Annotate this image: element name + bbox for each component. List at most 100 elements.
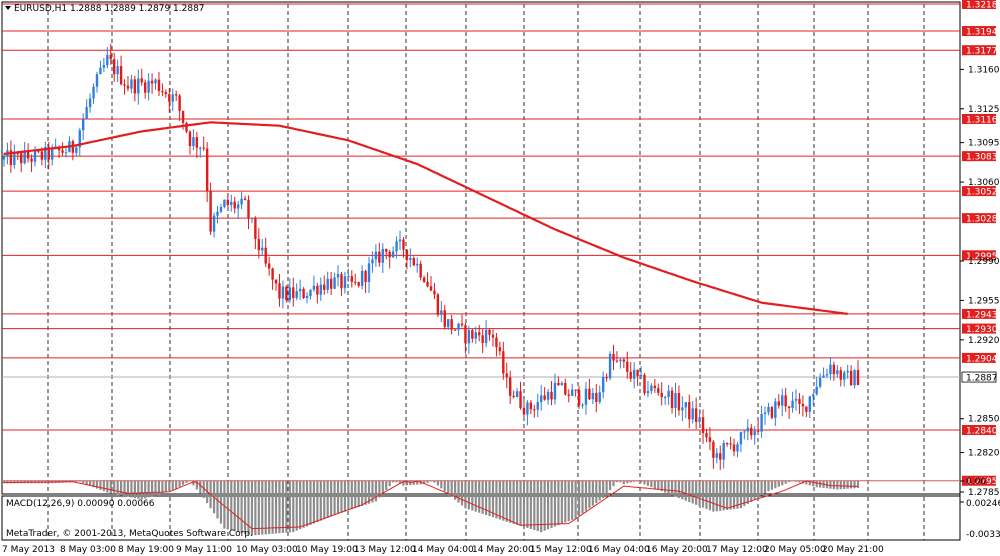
candle-body <box>750 427 753 436</box>
candle-body <box>205 148 209 192</box>
candle-body <box>801 403 805 407</box>
candle-body <box>429 286 433 291</box>
level-tag-label: 1.3028 <box>966 215 998 225</box>
x-tick-label: 8 May 19:00 <box>118 545 174 555</box>
macd-bar <box>181 481 185 485</box>
macd-bar <box>491 481 495 518</box>
macd-bar <box>650 481 653 488</box>
candle-body <box>526 402 529 415</box>
candle-body <box>26 151 30 159</box>
macd-bar <box>815 481 818 488</box>
macd-bar <box>829 481 832 489</box>
candle-body <box>774 401 777 418</box>
macd-bar <box>237 481 240 533</box>
candle-body <box>181 110 185 123</box>
macd-bar <box>602 481 605 499</box>
macd-bar <box>305 481 309 527</box>
candle-body <box>653 385 657 389</box>
macd-bar <box>529 481 532 529</box>
candle-body <box>140 78 143 83</box>
candle-body <box>760 414 763 432</box>
candle-body <box>416 263 419 266</box>
candle-body <box>581 404 584 406</box>
macd-histogram <box>2 480 960 536</box>
candle-body <box>78 130 81 148</box>
macd-label: MACD(12,26,9) 0.00090 0.00066 <box>6 499 155 509</box>
candle-body <box>381 248 384 263</box>
macd-bar <box>839 481 842 490</box>
x-tick-label: 8 May 03:00 <box>60 545 116 555</box>
macd-bar <box>261 481 264 535</box>
candle-body <box>374 251 378 260</box>
candle-body <box>195 137 199 148</box>
level-tag <box>962 308 996 319</box>
level-tag-label: 1.2904 <box>966 354 998 364</box>
macd-bar <box>467 481 470 510</box>
candle-body <box>40 151 44 160</box>
candle-body <box>354 281 357 283</box>
macd-bar <box>144 481 147 499</box>
candle-body <box>92 86 95 99</box>
macd-bar <box>113 481 116 494</box>
macd-bar <box>808 481 811 486</box>
x-tick-label: 15 May 12:00 <box>530 545 592 555</box>
candle-body <box>16 152 19 154</box>
candle-body <box>746 427 750 432</box>
candle-body <box>636 369 639 377</box>
candle-body <box>849 370 853 386</box>
macd-bar <box>219 481 223 524</box>
candle-body <box>367 263 371 283</box>
macd-bar <box>588 481 591 509</box>
level-tag <box>962 45 996 56</box>
candle-body <box>453 329 457 331</box>
macd-bar <box>350 481 353 510</box>
candle-body <box>9 150 13 165</box>
macd-bar <box>636 481 639 482</box>
candle-body <box>836 370 839 375</box>
candle-body <box>495 337 498 348</box>
macd-bar <box>471 481 474 511</box>
candle-body <box>137 78 140 94</box>
triangle-down-icon[interactable] <box>5 6 11 10</box>
candle-body <box>95 74 99 87</box>
level-tag <box>962 26 996 37</box>
horizontal-levels[interactable]: 1.32181.31941.31771.31161.30831.30521.30… <box>2 0 998 487</box>
macd-bar <box>543 481 546 531</box>
macd-bar <box>660 481 663 492</box>
candle-body <box>278 283 281 299</box>
macd-bar <box>440 481 443 489</box>
candle-body <box>378 251 381 263</box>
y-tick-label: 1.3095 <box>968 139 1000 149</box>
candle-body <box>646 391 650 394</box>
candle-body <box>546 391 550 400</box>
macd-bar <box>691 481 694 504</box>
candle-body <box>626 361 629 372</box>
level-tag <box>962 113 996 124</box>
candle-body <box>302 288 305 299</box>
candle-body <box>856 370 860 386</box>
candle-body <box>323 284 326 290</box>
macd-signal-path <box>4 480 859 530</box>
candle-body <box>385 248 388 252</box>
macd-bar <box>392 481 395 483</box>
candle-body <box>295 291 298 298</box>
y-tick-label: 1.2955 <box>968 296 1000 306</box>
y-tick-label: 1.2990 <box>968 257 1000 267</box>
candle-body <box>288 287 292 301</box>
macd-bar <box>323 481 326 520</box>
x-tick-label: 10 May 03:00 <box>236 545 298 555</box>
candle-body <box>657 388 660 393</box>
macd-bar <box>429 481 433 482</box>
level-tag <box>962 213 996 224</box>
candle-body <box>292 287 295 298</box>
macd-bar <box>281 481 285 533</box>
candle-body <box>701 417 705 434</box>
macd-bar <box>657 481 660 490</box>
macd-bar <box>336 481 340 514</box>
candle-body <box>843 372 846 380</box>
macd-bar <box>553 481 557 527</box>
macd-bar <box>278 481 281 534</box>
candle-body <box>271 268 274 280</box>
candle-body <box>64 152 68 154</box>
